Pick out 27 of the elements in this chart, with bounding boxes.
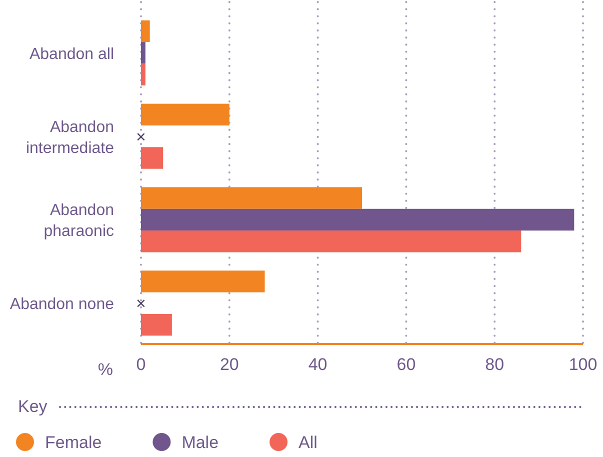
legend-label: Female bbox=[45, 433, 102, 452]
bar bbox=[141, 314, 172, 336]
bar bbox=[141, 270, 265, 292]
bar bbox=[141, 230, 522, 252]
x-tick-label: 0 bbox=[136, 355, 146, 374]
annotation: × bbox=[136, 294, 146, 314]
x-axis-title: % bbox=[98, 360, 113, 379]
bar bbox=[141, 208, 574, 231]
bar bbox=[141, 64, 146, 86]
x-tick-label: 40 bbox=[308, 355, 328, 374]
x-tick-label: 60 bbox=[396, 355, 416, 374]
y-tick-label: Abandon pharaonic bbox=[44, 202, 114, 240]
x-tick-label: 20 bbox=[220, 355, 239, 374]
y-tick-label: Abandon intermediate bbox=[26, 118, 114, 157]
bar bbox=[141, 147, 164, 169]
bar bbox=[141, 104, 230, 126]
bar bbox=[141, 187, 362, 209]
annotation: × bbox=[136, 127, 146, 146]
x-tick-label: 80 bbox=[485, 355, 504, 374]
legend-title: Key bbox=[18, 397, 48, 416]
legend-label: All bbox=[298, 433, 318, 452]
x-tick-label: 100 bbox=[568, 355, 598, 374]
y-tick-label: Abandon all bbox=[29, 46, 114, 63]
legend-label: Male bbox=[182, 433, 219, 452]
bar bbox=[141, 42, 146, 64]
bar bbox=[141, 20, 150, 42]
y-tick-label: Abandon none bbox=[10, 296, 114, 314]
